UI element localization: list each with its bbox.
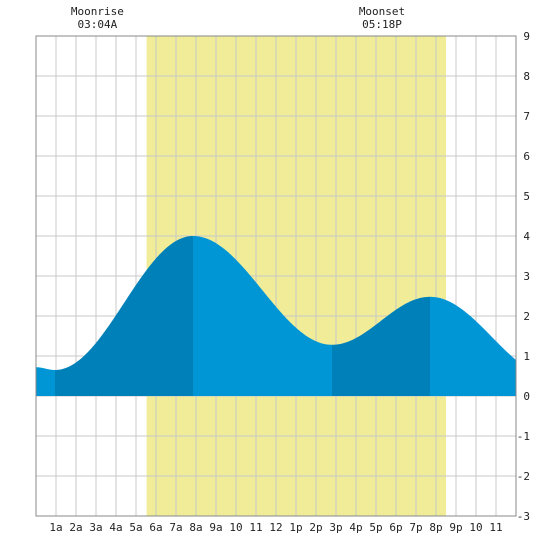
x-tick-label: 2a (69, 521, 82, 534)
y-tick-label: 4 (523, 230, 530, 243)
x-tick-label: 5p (369, 521, 382, 534)
tide-area-falling (193, 236, 332, 396)
tide-area-falling (36, 367, 55, 396)
x-tick-label: 4p (349, 521, 362, 534)
moon-event-label: Moonset (359, 5, 405, 18)
y-tick-label: 6 (523, 150, 530, 163)
x-tick-label: 5a (129, 521, 142, 534)
x-tick-label: 4a (109, 521, 122, 534)
y-tick-label: 0 (523, 390, 530, 403)
x-tick-label: 2p (309, 521, 322, 534)
moon-event-time: 03:04A (78, 18, 118, 31)
x-tick-label: 6p (389, 521, 402, 534)
moon-event-time: 05:18P (362, 18, 402, 31)
plot-border (35, 35, 517, 517)
y-tick-label: 7 (523, 110, 530, 123)
x-tick-label: 3a (89, 521, 102, 534)
x-tick-label: 12 (269, 521, 282, 534)
y-tick-label: 9 (523, 30, 530, 43)
x-tick-label: 6a (149, 521, 162, 534)
x-tick-label: 7a (169, 521, 182, 534)
y-tick-label: 5 (523, 190, 530, 203)
x-tick-label: 9a (209, 521, 222, 534)
x-tick-label: 11 (249, 521, 262, 534)
x-tick-label: 10 (469, 521, 482, 534)
x-tick-label: 1p (289, 521, 302, 534)
y-tick-label: -1 (517, 430, 530, 443)
x-tick-label: 3p (329, 521, 342, 534)
x-tick-label: 7p (409, 521, 422, 534)
x-tick-label: 8p (429, 521, 442, 534)
x-tick-label: 1a (49, 521, 62, 534)
y-tick-label: 1 (523, 350, 530, 363)
x-tick-label: 9p (449, 521, 462, 534)
y-tick-label: -3 (517, 510, 530, 523)
y-tick-label: 3 (523, 270, 530, 283)
x-tick-label: 10 (229, 521, 242, 534)
tide-area-rising (55, 236, 193, 396)
y-tick-label: 2 (523, 310, 530, 323)
tide-area-falling (430, 296, 516, 396)
x-tick-label: 11 (489, 521, 502, 534)
moon-event-label: Moonrise (71, 5, 124, 18)
y-tick-label: 8 (523, 70, 530, 83)
x-tick-label: 8a (189, 521, 202, 534)
y-tick-label: -2 (517, 470, 530, 483)
tide-area-rising (332, 296, 430, 396)
